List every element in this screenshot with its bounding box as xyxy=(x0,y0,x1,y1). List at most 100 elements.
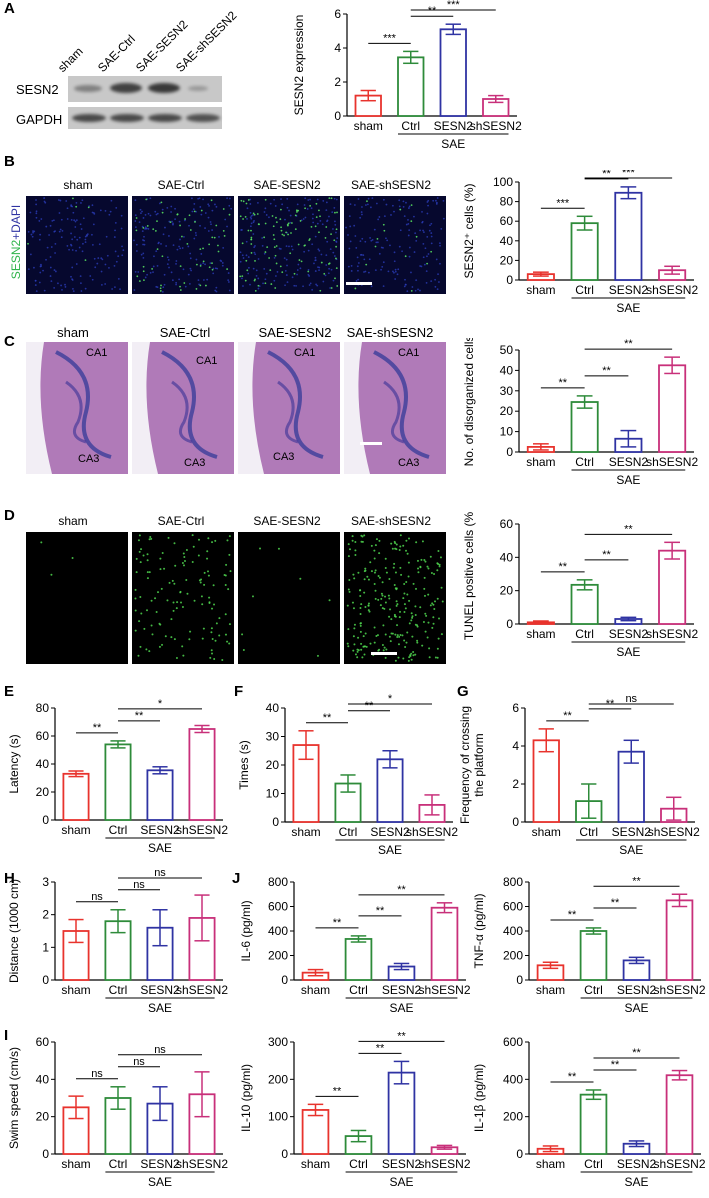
dapi-nucleus xyxy=(325,254,328,257)
dapi-nucleus xyxy=(78,246,81,249)
sesn2-signal xyxy=(202,247,204,250)
dapi-nucleus xyxy=(66,207,69,210)
dapi-nucleus xyxy=(296,203,299,206)
x-tick-label: SESN2 xyxy=(140,823,180,837)
tunel-signal xyxy=(206,570,209,573)
dapi-nucleus xyxy=(142,256,145,259)
dapi-nucleus xyxy=(430,222,433,225)
dapi-nucleus xyxy=(425,270,428,273)
tunel-signal xyxy=(224,633,227,636)
dapi-nucleus xyxy=(140,253,143,256)
sesn2-signal xyxy=(274,287,277,289)
tunel-signal xyxy=(416,625,419,628)
tunel-signal xyxy=(395,600,398,603)
dapi-nucleus xyxy=(371,238,374,241)
sesn2-signal xyxy=(156,220,158,223)
tunel-signal xyxy=(404,645,407,648)
tunel-signal xyxy=(228,535,231,538)
tunel-signal xyxy=(360,642,363,645)
dapi-nucleus xyxy=(115,260,118,263)
sesn2-signal xyxy=(241,275,244,278)
tunel-signal xyxy=(402,657,405,660)
image-label: SAE-SESN2 xyxy=(258,325,332,340)
y-tick-label: 40 xyxy=(500,550,514,564)
tunel-signal xyxy=(211,541,214,544)
dapi-nucleus xyxy=(274,205,277,207)
dapi-nucleus xyxy=(434,199,437,202)
dapi-nucleus xyxy=(222,247,225,249)
dapi-nucleus xyxy=(189,257,192,260)
dapi-nucleus xyxy=(144,276,147,279)
tunel-signal xyxy=(139,645,142,648)
sesn2-signal xyxy=(272,234,275,236)
sesn2-signal xyxy=(272,225,275,228)
sesn2-signal xyxy=(300,260,303,263)
tunel-signal xyxy=(403,610,406,613)
tunel-signal xyxy=(167,536,170,539)
dapi-nucleus xyxy=(134,199,137,202)
dapi-nucleus xyxy=(385,237,387,240)
dapi-nucleus xyxy=(144,213,147,216)
dapi-nucleus xyxy=(430,280,433,282)
dapi-nucleus xyxy=(72,211,75,214)
y-tick-label: 0 xyxy=(512,815,519,829)
pyramidal-layer xyxy=(267,350,324,459)
dapi-nucleus xyxy=(154,210,157,213)
dapi-nucleus xyxy=(176,248,179,251)
tunel-signal xyxy=(206,550,209,553)
tunel-signal xyxy=(378,539,381,542)
dapi-nucleus xyxy=(32,230,34,232)
tunel-signal xyxy=(407,659,410,662)
dapi-nucleus xyxy=(214,203,216,206)
tunel-signal xyxy=(226,539,229,542)
dapi-nucleus xyxy=(204,263,206,266)
chart-sesn2-cells: 0 20 40 60 80 100 SESN2⁺ cells (%) sham Ctrl SESN… xyxy=(462,170,698,315)
tunel-signal xyxy=(423,576,426,579)
panel-letter-c: C xyxy=(4,333,15,350)
dapi-nucleus xyxy=(314,259,317,262)
y-tick-label: 80 xyxy=(500,195,514,209)
dapi-nucleus xyxy=(59,228,62,231)
tunel-signal xyxy=(414,605,417,608)
sesn2-signal xyxy=(323,272,326,275)
dapi-nucleus xyxy=(35,216,38,219)
dapi-nucleus xyxy=(303,204,306,206)
sesn2-signal xyxy=(410,204,413,207)
dapi-nucleus xyxy=(274,275,277,277)
tunel-signal xyxy=(394,571,397,574)
tunel-signal xyxy=(374,544,377,547)
ventricle-space xyxy=(344,342,370,474)
dapi-nucleus xyxy=(29,253,32,256)
tunel-signal xyxy=(434,656,437,659)
region-label-ca3: CA3 xyxy=(78,453,99,465)
dapi-nucleus xyxy=(230,207,233,210)
sesn2-signal xyxy=(247,229,250,232)
chart-distance: 0 1 2 3 Distance (1000 cm) sham Ctrl SESN2shSES… xyxy=(7,870,228,1015)
tunel-signal xyxy=(409,654,412,657)
tunel-signal xyxy=(347,645,350,648)
tunel-signal xyxy=(348,590,351,593)
tunel-signal xyxy=(206,557,209,560)
dapi-nucleus xyxy=(280,198,282,200)
dapi-nucleus xyxy=(159,202,161,205)
dapi-nucleus xyxy=(304,216,307,219)
x-tick-label: SESN2 xyxy=(434,119,474,133)
dapi-nucleus xyxy=(54,252,56,254)
dapi-nucleus xyxy=(354,235,357,237)
dapi-nucleus xyxy=(224,218,227,221)
dapi-nucleus xyxy=(427,204,429,207)
tunel-signal xyxy=(424,612,427,615)
significance-label: ** xyxy=(568,909,577,921)
tunel-signal xyxy=(173,582,176,585)
sesn2-signal xyxy=(250,238,253,241)
y-axis-label: TUNEL positive cells (%) xyxy=(462,512,476,640)
dapi-nucleus xyxy=(299,267,302,270)
tunel-signal xyxy=(363,653,366,656)
dapi-nucleus xyxy=(369,237,371,239)
dapi-nucleus xyxy=(147,228,150,230)
sesn2-signal xyxy=(211,236,214,239)
micrograph-tile xyxy=(132,532,234,664)
dapi-nucleus xyxy=(249,283,251,286)
tunel-signal xyxy=(277,547,280,550)
